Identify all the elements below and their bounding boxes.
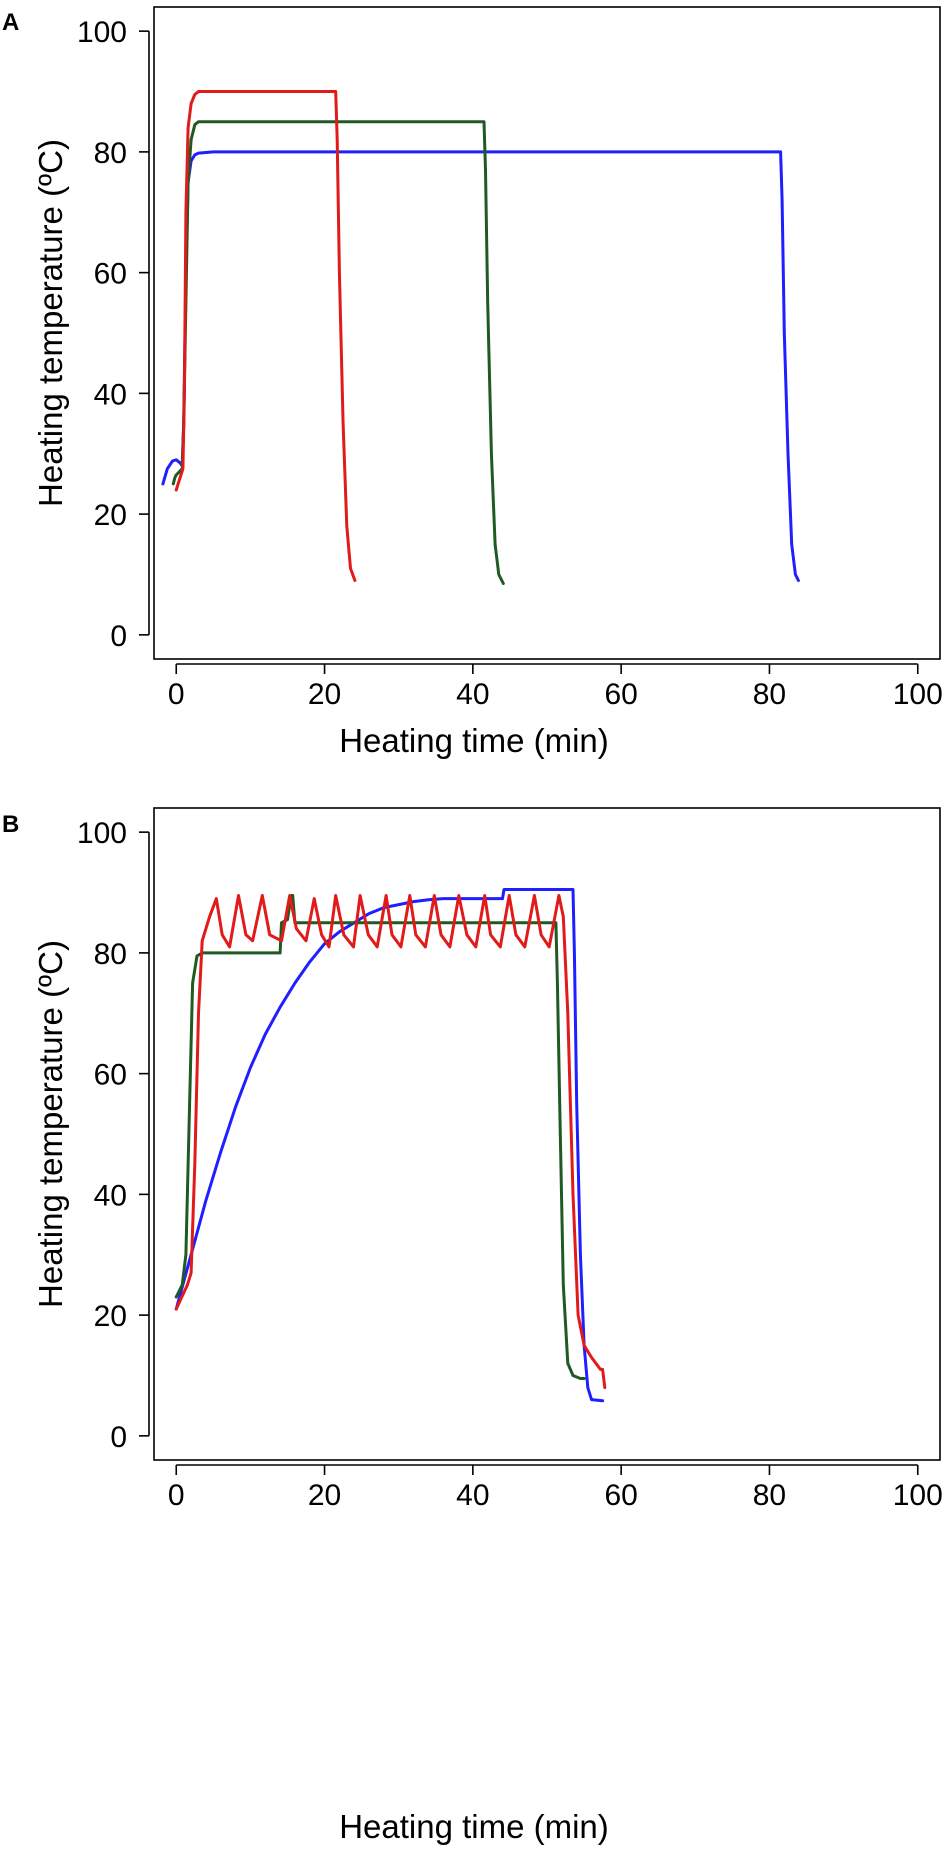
panel-b-axes: 0 20 40 60 80 100 0 20 40 60 80 100: [77, 817, 943, 1512]
panel-b-x-tick-label: 40: [456, 1479, 489, 1512]
panel-a-x-tick-label: 20: [308, 678, 341, 711]
panel-a-y-tick-label: 40: [94, 378, 127, 411]
panel-a-axes: 0 20 40 60 80 100 0 20 40 60 80 100: [77, 16, 943, 711]
panel-b-y-tick-label: 80: [94, 938, 127, 971]
panel-a-plot-frame: [153, 6, 941, 660]
panel-b-x-tick-label: 0: [168, 1479, 185, 1512]
panel-b-series-red-line: [174, 894, 607, 1390]
panel-a-series-blue-line: [161, 150, 800, 582]
panel-b-y-axis-title: Heating temperature (ºC): [32, 940, 69, 1308]
panel-b-letter: B: [2, 811, 19, 838]
panel-a-series-red-line: [174, 90, 357, 582]
panel-a: A 0 20 40 60 80 100 0 20 40 60 80 100 Heating time …: [2, 6, 943, 759]
panel-a-y-tick-label: 100: [77, 16, 127, 49]
panel-b-y-tick-label: 100: [77, 817, 127, 850]
panel-a-x-tick-label: 40: [456, 678, 489, 711]
panel-a-y-tick-label: 60: [94, 258, 127, 291]
panel-a-y-tick-label: 20: [94, 499, 127, 532]
panel-a-x-tick-label: 0: [168, 678, 185, 711]
panel-b-y-tick-label: 40: [94, 1179, 127, 1212]
panel-b-series: [174, 888, 607, 1403]
panel-b-y-tick-label: 0: [110, 1421, 127, 1454]
panel-a-series: [161, 90, 800, 585]
panel-b-y-tick-label: 20: [94, 1300, 127, 1333]
panel-a-x-tick-label: 80: [753, 678, 786, 711]
panel-b-x-tick-label: 100: [893, 1479, 943, 1512]
panel-a-letter: A: [2, 9, 19, 36]
panel-b-x-tick-label: 60: [604, 1479, 637, 1512]
panel-b-y-tick-label: 60: [94, 1059, 127, 1092]
panel-b-plot-frame: [153, 807, 941, 1461]
panel-b-x-tick-label: 80: [753, 1479, 786, 1512]
panel-a-x-tick-label: 60: [604, 678, 637, 711]
panel-a-series-green-line: [171, 120, 505, 585]
panel-a-y-tick-label: 80: [94, 137, 127, 170]
panel-a-x-tick-label: 100: [893, 678, 943, 711]
panel-b: B 0 20 40 60 80 100 0 20 40 60 80 100 Heating time …: [2, 807, 943, 1845]
panel-b-x-axis-title: Heating time (min): [339, 1808, 609, 1845]
panel-a-x-axis-title: Heating time (min): [339, 722, 609, 759]
panel-a-y-axis-title: Heating temperature (ºC): [32, 139, 69, 507]
panel-a-y-tick-label: 0: [110, 620, 127, 653]
panel-b-x-tick-label: 20: [308, 1479, 341, 1512]
